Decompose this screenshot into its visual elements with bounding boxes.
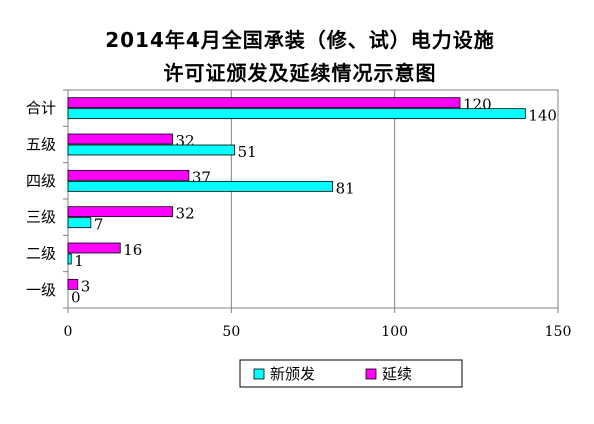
x-tick-label: 150 [545,324,572,340]
data-label: 0 [71,288,81,306]
x-tick-label: 50 [222,324,240,340]
chart-title-line1: 2014年4月全国承装（修、试）电力设施 [105,28,495,52]
bar [67,180,334,192]
category-label: 三级 [26,208,56,226]
data-label: 7 [94,216,104,234]
category-label: 合计 [26,99,56,117]
legend-label: 延续 [382,365,412,383]
bar [67,97,461,109]
legend-swatch [365,368,377,380]
legend-box [239,359,463,388]
legend: 新颁发 延续 [239,359,463,388]
category-label: 五级 [26,136,56,154]
bar [67,144,236,156]
bar [67,242,121,254]
bar [67,217,92,229]
plot-border [67,89,559,309]
data-label: 81 [336,179,355,197]
legend-swatch [253,368,265,380]
data-label: 1 [74,252,84,270]
bar [67,133,173,145]
data-label: 16 [123,241,142,259]
x-tick-label: 100 [381,324,408,340]
bar [67,253,72,265]
legend-label: 新颁发 [270,365,315,383]
bar [67,169,190,181]
data-label: 51 [238,143,257,161]
bar [67,108,526,120]
bar [67,278,79,290]
category-label: 四级 [26,172,56,190]
category-label: 一级 [26,281,56,299]
category-label: 二级 [26,245,56,263]
data-label: 140 [528,107,557,125]
bar [67,206,173,218]
data-label: 3 [81,277,91,295]
chart-title-line2: 许可证颁发及延续情况示意图 [164,61,437,85]
x-tick-label: 0 [64,324,73,340]
data-label: 32 [176,205,195,223]
